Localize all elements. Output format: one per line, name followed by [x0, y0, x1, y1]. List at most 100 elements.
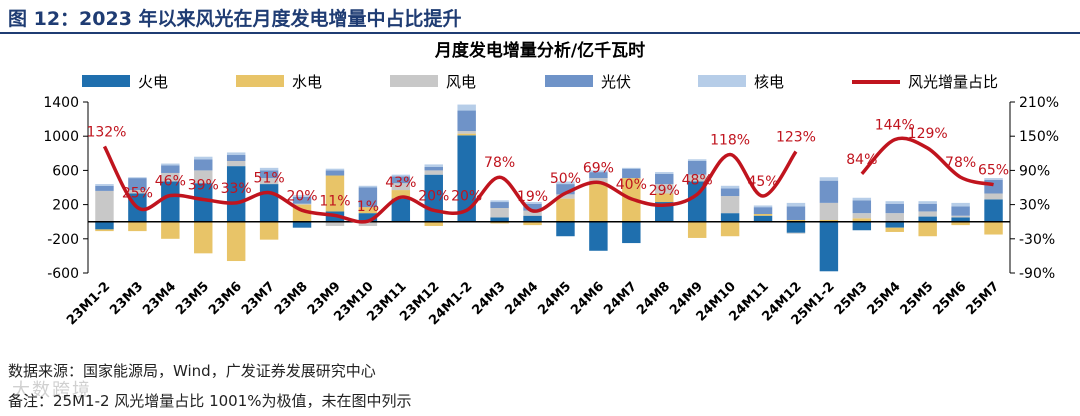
bar-segment [490, 208, 509, 218]
x-tick-label: 23M3 [107, 279, 146, 318]
bar-segment [589, 170, 608, 173]
bar-segment [655, 193, 674, 203]
bar-segment [951, 217, 970, 222]
title-rule [0, 32, 1080, 34]
bar-segment [194, 156, 213, 160]
legend: 火电 水电 风电 光伏 核电 风光增量占比 [82, 73, 998, 91]
watermark: 大数跨境 [12, 380, 92, 401]
data-label: 20% [451, 188, 482, 204]
bar-segment [819, 221, 839, 272]
bar-segment [819, 219, 839, 222]
y2-tick-label: -90% [1019, 266, 1055, 282]
bar-segment [655, 173, 674, 185]
y2-tick-label: 150% [1019, 129, 1059, 145]
bar-segment [852, 218, 872, 222]
bar-segment [490, 200, 509, 203]
data-label: 39% [188, 177, 219, 193]
bar-segment [424, 170, 443, 175]
share-line [860, 136, 994, 187]
source-note: 数据来源：国家能源局，Wind，广发证券发展研究中心 [8, 362, 376, 380]
bar-segment [128, 190, 147, 194]
bar-segment [128, 178, 147, 191]
bar-segment [194, 221, 213, 254]
bar-segment [358, 213, 378, 222]
bar-segment [457, 131, 476, 134]
chart: 月度发电增量分析/亿千瓦时 火电 水电 风电 光伏 核电 风光增量占比 -600 -200 2… [43, 40, 1059, 328]
data-label: 118% [710, 132, 750, 148]
bar-segment [918, 221, 937, 237]
bar-segment [457, 133, 476, 136]
bar-segment [161, 221, 180, 239]
bar-segment [819, 202, 839, 220]
bar-segment [984, 178, 1003, 180]
data-label: 123% [776, 130, 816, 146]
data-label: 129% [908, 126, 948, 142]
bar-segment [161, 165, 180, 173]
bar-segment [490, 217, 509, 222]
y-tick-label: -200 [47, 232, 79, 248]
x-tick-label: 24M5 [535, 279, 574, 318]
bar-segment [226, 166, 246, 222]
data-label: 144% [875, 118, 915, 134]
bar-segment [622, 221, 641, 244]
bar-segment [226, 155, 246, 161]
bar-segment [622, 168, 641, 179]
bar-segment [720, 196, 740, 214]
x-tick-label: 23M1-2 [64, 279, 113, 328]
chart-title: 月度发电增量分析/亿千瓦时 [434, 40, 645, 61]
share-line [102, 145, 798, 224]
data-label: 33% [221, 181, 252, 197]
line-layer: 132%25%46% 39% 33%51%20% 11% 1%43%20% 20%78%1… [86, 118, 1009, 224]
bar-segment [720, 221, 740, 237]
legend-swatch [698, 75, 746, 87]
bar-segment [918, 216, 937, 222]
bar-segment [786, 232, 806, 234]
bar-segment [819, 180, 839, 203]
data-label: 132% [86, 124, 126, 140]
figure-title: 图 12：2023 年以来风光在月度发电增量中占比提升 [8, 8, 462, 30]
bar-segment [95, 190, 114, 222]
bar-segment [885, 213, 904, 222]
x-tick-label: 25M3 [832, 279, 871, 318]
x-tick-label: 25M4 [865, 279, 904, 318]
legend-swatch [390, 75, 438, 87]
bar-segment [358, 187, 378, 208]
bar-segment [556, 198, 575, 222]
bar-segment [259, 170, 279, 179]
y-tick-label: 600 [52, 163, 79, 179]
bar-segment [687, 159, 707, 161]
bar-segment [523, 202, 542, 204]
bar-segment [226, 160, 246, 167]
bar-segment [259, 221, 279, 240]
bar-segment [556, 221, 575, 237]
x-tick-label: 25M5 [898, 279, 937, 318]
bar-segment [259, 178, 279, 185]
bar-segment [391, 176, 411, 184]
legend-swatch [545, 75, 593, 87]
bar-segment [753, 214, 773, 216]
bar-segment [95, 185, 114, 191]
bar-segment [490, 202, 509, 209]
bar-segment [128, 221, 147, 232]
bar-segment [819, 177, 839, 181]
bar-segment [391, 183, 411, 191]
x-tick-label: 25M6 [930, 279, 969, 318]
bar-segment [457, 104, 476, 111]
data-label: 45% [747, 174, 778, 190]
data-label: 78% [484, 155, 515, 171]
data-label: 78% [945, 155, 976, 171]
bar-segment [951, 221, 970, 226]
data-label: 29% [649, 183, 680, 199]
bar-segment [194, 183, 213, 222]
x-tick-label: 23M7 [239, 279, 278, 318]
bar-segment [292, 203, 312, 205]
data-label: 20% [286, 188, 317, 204]
data-label: 48% [682, 172, 713, 188]
footnote: 备注：25M1-2 风光增量占比 1001%为极值，未在图中列示 [8, 392, 412, 410]
bar-segment [358, 185, 378, 188]
data-label: 43% [385, 175, 416, 191]
bar-segment [95, 184, 114, 186]
y2-tick-label: 90% [1019, 163, 1050, 179]
bar-segment [786, 206, 806, 220]
bar-segment [424, 166, 443, 171]
